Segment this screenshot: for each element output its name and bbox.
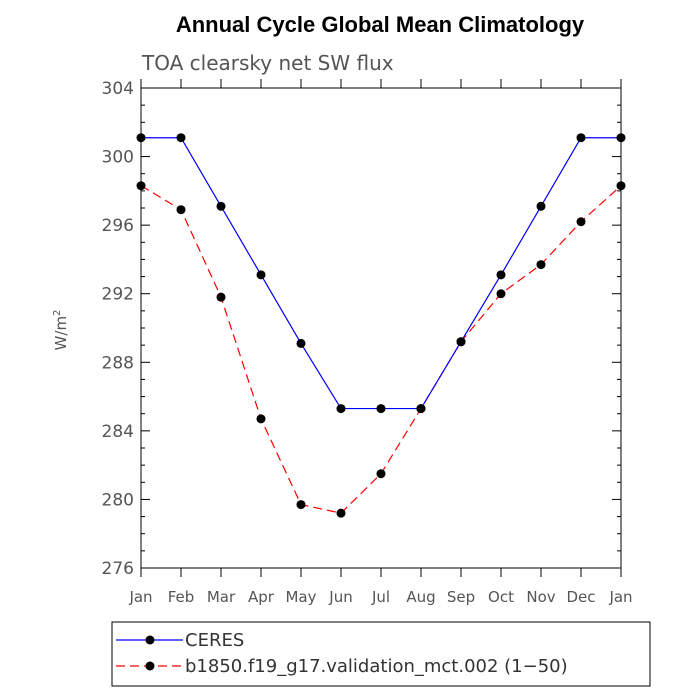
series-line-1 — [140, 185, 622, 514]
y-tick-label: 304 — [102, 79, 134, 99]
series-layer — [136, 133, 626, 518]
x-tick-label: Dec — [566, 588, 595, 606]
legend-swatch-marker — [145, 635, 155, 645]
series-1-point — [416, 404, 426, 414]
series-1-point — [136, 181, 146, 191]
x-tick-label: May — [285, 588, 316, 606]
x-tick-label: Jul — [371, 588, 390, 606]
series-1-point — [256, 414, 266, 424]
series-1-point — [456, 337, 466, 347]
series-0-point — [296, 338, 306, 348]
x-axis: Jan Feb Mar Apr May Jun Jul Aug Sep Oct Nov Dec Jan — [128, 79, 633, 606]
series-1-point — [496, 289, 506, 299]
x-tick-label: Mar — [207, 588, 236, 606]
x-tick-label: Apr — [248, 588, 275, 606]
x-tick-label: Sep — [447, 588, 475, 606]
y-tick-label: 292 — [102, 285, 134, 305]
legend-label: CERES — [185, 630, 244, 651]
y-tick-label: 276 — [102, 559, 134, 579]
legend-label: b1850.f19_g17.validation_mct.002 (1−50) — [185, 656, 568, 677]
series-1-point — [336, 508, 346, 518]
series-0-point — [576, 133, 586, 143]
legend-box — [111, 621, 651, 687]
x-tick-label: Jun — [328, 588, 352, 606]
series-0-point — [376, 404, 386, 414]
x-tick-label: Nov — [526, 588, 555, 606]
y-tick-label: 284 — [102, 422, 134, 442]
series-1-point — [376, 469, 386, 479]
legend-swatch-marker — [145, 661, 155, 671]
x-tick-label: Oct — [488, 588, 514, 606]
y-tick-label: 300 — [102, 148, 134, 168]
y-axis-label: W/m2 — [52, 310, 70, 351]
x-tick-label: Feb — [168, 588, 195, 606]
series-1-point — [216, 292, 226, 302]
series-0-point — [176, 133, 186, 143]
series-0-point — [216, 201, 226, 211]
series-line-0 — [141, 137, 621, 410]
x-tick-label: Jan — [608, 588, 632, 606]
series-0-point — [256, 270, 266, 280]
series-0-point — [136, 133, 146, 143]
series-1-point — [296, 500, 306, 510]
series-0-point — [616, 133, 626, 143]
series-1-point — [536, 260, 546, 270]
y-axis: 276 280 284 288 292 296 300 304 — [102, 79, 621, 579]
x-tick-label: Jan — [128, 588, 152, 606]
series-0-point — [536, 201, 546, 211]
series-1-point — [616, 181, 626, 191]
chart-subtitle: TOA clearsky net SW flux — [141, 51, 394, 75]
series-1-point — [176, 205, 186, 215]
x-tick-label: Aug — [406, 588, 435, 606]
series-0-point — [336, 404, 346, 414]
legend: CERES b1850.f19_g17.validation_mct.002 (1… — [116, 630, 568, 677]
chart-title: Annual Cycle Global Mean Climatology — [176, 12, 585, 37]
y-tick-label: 280 — [102, 490, 134, 510]
plot-frame — [140, 87, 622, 569]
y-tick-label: 288 — [102, 353, 134, 373]
series-0-point — [496, 270, 506, 280]
y-tick-label: 296 — [102, 216, 134, 236]
series-1-point — [576, 217, 586, 227]
